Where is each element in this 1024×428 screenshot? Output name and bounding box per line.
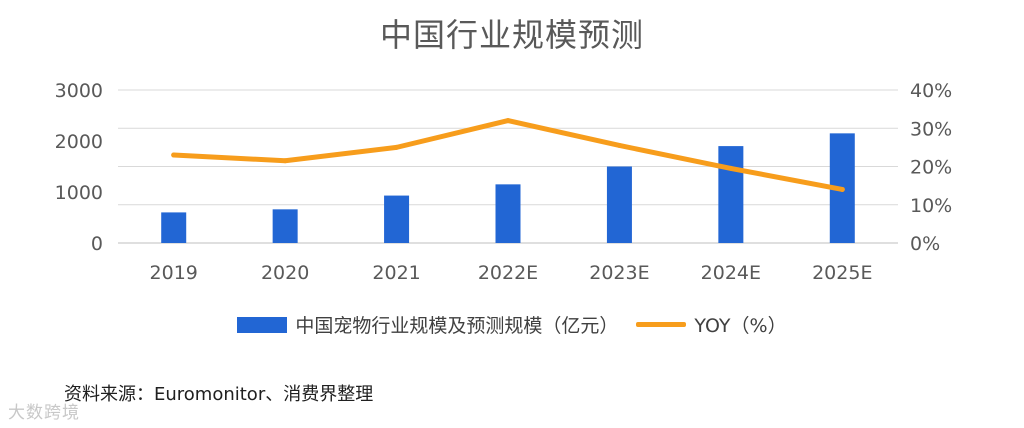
x-tick-label: 2019 — [150, 262, 198, 284]
y-right-tick-label: 40% — [910, 80, 952, 102]
bar — [384, 195, 410, 243]
bar — [495, 184, 521, 243]
yoy-point — [728, 165, 734, 171]
legend-item-bar: 中国宠物行业规模及预测规模（亿元） — [237, 311, 618, 338]
chart-legend: 中国宠物行业规模及预测规模（亿元） YOY（%） — [0, 311, 1024, 338]
y-left-tick-label: 0 — [91, 233, 103, 255]
x-tick-label: 2021 — [372, 262, 420, 284]
source-note: 资料来源：Euromonitor、消费界整理 — [64, 384, 374, 405]
yoy-point — [505, 118, 511, 124]
y-right-tick-label: 0% — [910, 233, 940, 255]
y-left-tick-label: 3000 — [55, 80, 103, 102]
legend-label-bar: 中国宠物行业规模及预测规模（亿元） — [295, 315, 619, 337]
legend-swatch-line — [636, 322, 687, 327]
watermark-logo: 大数跨境 — [8, 403, 80, 423]
x-tick-label: 2024E — [701, 262, 761, 284]
y-right-tick-label: 30% — [910, 118, 952, 140]
combo-chart: 0 1000 2000 3000 0% 10% 20% 30% 40% 2019 2020 2021 2… — [55, 80, 953, 284]
legend-item-line: YOY（%） — [636, 311, 787, 338]
yoy-point — [616, 142, 622, 148]
x-tick-label: 2022E — [478, 262, 538, 284]
chart-title: 中国行业规模预测 — [379, 16, 644, 54]
yoy-point — [171, 152, 177, 158]
y-right-tick-label: 10% — [910, 195, 952, 217]
y-right-tick-label: 20% — [910, 157, 952, 179]
y-left-tick-label: 2000 — [55, 131, 103, 153]
bar — [272, 209, 298, 243]
x-tick-label: 2020 — [261, 262, 309, 284]
yoy-point — [282, 158, 288, 164]
yoy-point — [839, 186, 845, 192]
yoy-point — [394, 144, 400, 150]
y-left-tick-label: 1000 — [55, 182, 103, 204]
bar — [718, 146, 744, 243]
bar — [606, 166, 632, 243]
x-tick-label: 2025E — [812, 262, 872, 284]
legend-label-line: YOY（%） — [694, 315, 787, 337]
x-tick-label: 2023E — [589, 262, 649, 284]
bar — [161, 212, 187, 243]
legend-swatch-bar — [237, 316, 288, 333]
